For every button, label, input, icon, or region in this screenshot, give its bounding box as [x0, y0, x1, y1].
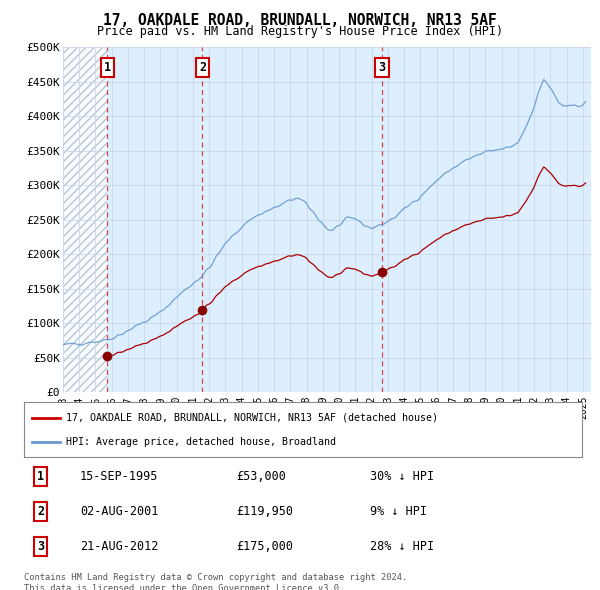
Text: £53,000: £53,000	[236, 470, 286, 483]
Text: HPI: Average price, detached house, Broadland: HPI: Average price, detached house, Broa…	[66, 437, 336, 447]
Text: 3: 3	[379, 61, 386, 74]
Text: 21-AUG-2012: 21-AUG-2012	[80, 540, 158, 553]
Text: 9% ↓ HPI: 9% ↓ HPI	[370, 504, 427, 517]
Text: 1: 1	[103, 61, 110, 74]
Text: 1: 1	[37, 470, 44, 483]
Text: 28% ↓ HPI: 28% ↓ HPI	[370, 540, 434, 553]
Text: Price paid vs. HM Land Registry's House Price Index (HPI): Price paid vs. HM Land Registry's House …	[97, 25, 503, 38]
Text: 30% ↓ HPI: 30% ↓ HPI	[370, 470, 434, 483]
Text: 3: 3	[37, 540, 44, 553]
Text: 2: 2	[37, 504, 44, 517]
Text: 15-SEP-1995: 15-SEP-1995	[80, 470, 158, 483]
Text: 02-AUG-2001: 02-AUG-2001	[80, 504, 158, 517]
Text: 17, OAKDALE ROAD, BRUNDALL, NORWICH, NR13 5AF (detached house): 17, OAKDALE ROAD, BRUNDALL, NORWICH, NR1…	[66, 413, 438, 423]
Text: £119,950: £119,950	[236, 504, 293, 517]
Text: 2: 2	[199, 61, 206, 74]
Text: £175,000: £175,000	[236, 540, 293, 553]
Text: Contains HM Land Registry data © Crown copyright and database right 2024.
This d: Contains HM Land Registry data © Crown c…	[24, 573, 407, 590]
Text: 17, OAKDALE ROAD, BRUNDALL, NORWICH, NR13 5AF: 17, OAKDALE ROAD, BRUNDALL, NORWICH, NR1…	[103, 13, 497, 28]
